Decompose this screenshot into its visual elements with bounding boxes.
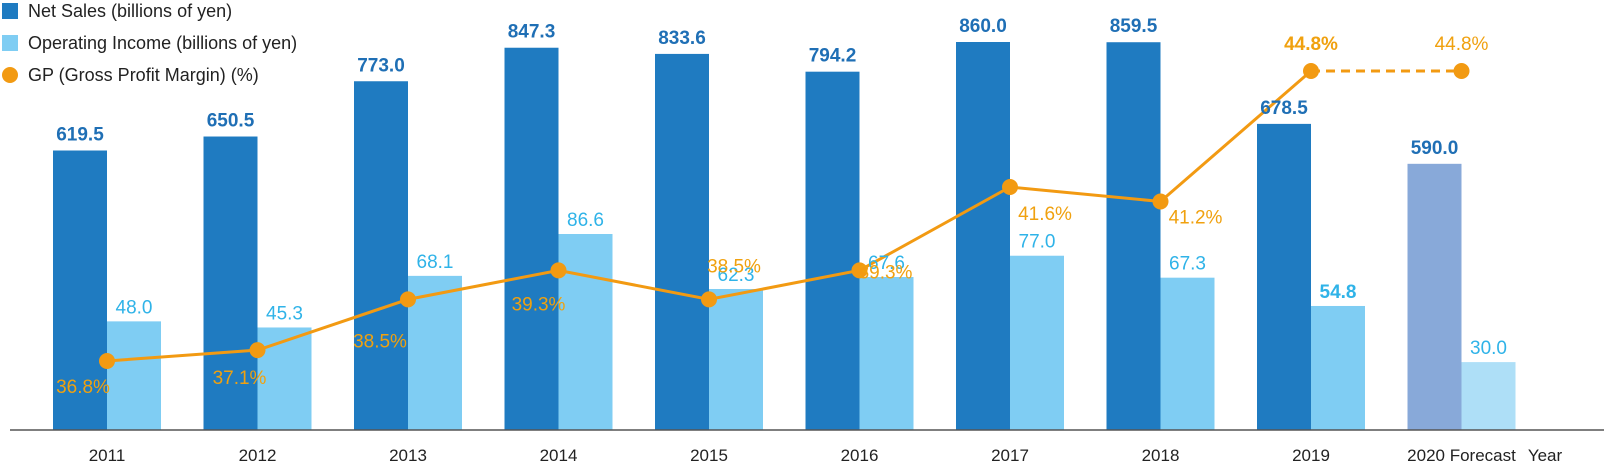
gp-value-label: 39.3%: [512, 294, 566, 315]
operating-income-bar: [1311, 305, 1365, 430]
gp-point: [1152, 193, 1169, 210]
net-sales-bar: [1407, 163, 1462, 430]
x-tick-label: 2015: [690, 446, 728, 465]
gp-value-label: 44.8%: [1284, 34, 1338, 55]
gp-point: [1002, 179, 1018, 195]
gp-point: [1453, 63, 1470, 79]
net-sales-bar: [1106, 42, 1161, 430]
gp-value-label: 37.1%: [213, 368, 267, 389]
operating-income-bar: [1160, 277, 1215, 430]
net-sales-value-label: 678.5: [1260, 98, 1308, 119]
x-tick-label: 2017: [991, 446, 1029, 465]
x-tick-label: 2018: [1142, 446, 1180, 465]
operating-income-bar: [1010, 255, 1064, 430]
net-sales-value-label: 650.5: [207, 111, 255, 132]
gp-value-label: 38.5%: [353, 331, 407, 352]
gp-point: [851, 262, 868, 279]
labels-layer: 619.5 48.0 650.5 45.3 773.0 68.1 847.3 86.6 833.…: [56, 16, 1507, 398]
net-sales-value-label: 794.2: [809, 46, 857, 67]
legend-swatch-net-sales: [2, 3, 18, 19]
operating-income-bar: [107, 321, 161, 430]
x-tick-label: 2012: [239, 446, 277, 465]
net-sales-value-label: 619.5: [56, 125, 104, 146]
x-tick-label: 2014: [540, 446, 578, 465]
legend-swatch-operating-income: [2, 35, 18, 51]
legend-label: Operating Income (billions of yen): [28, 33, 297, 53]
operating-income-value-label: 67.3: [1169, 254, 1206, 275]
x-tick-label: 2019: [1292, 446, 1330, 465]
operating-income-value-label: 30.0: [1470, 338, 1507, 359]
net-sales-bar: [53, 150, 107, 431]
net-sales-value-label: 859.5: [1110, 16, 1158, 37]
gp-value-label: 39.3%: [859, 262, 913, 283]
x-axis: 2011 2012 2013 2014 2015 2016 2017 2018 2019 2020…: [10, 429, 1604, 465]
bars-layer: [53, 42, 1516, 431]
operating-income-value-label: 77.0: [1019, 232, 1056, 253]
net-sales-value-label: 773.0: [357, 55, 405, 76]
operating-income-bar: [558, 234, 613, 430]
operating-income-value-label: 48.0: [116, 297, 153, 318]
net-sales-value-label: 590.0: [1411, 138, 1459, 159]
operating-income-bar: [1461, 362, 1516, 430]
x-tick-label: 2013: [389, 446, 427, 465]
x-tick-label: 2020 Forecast: [1407, 446, 1516, 465]
gp-point: [99, 353, 115, 369]
x-axis-unit-label: Year: [1528, 446, 1563, 465]
gp-line-layer: [99, 63, 1470, 369]
gp-value-label: 41.2%: [1169, 208, 1223, 229]
gp-point: [550, 262, 567, 279]
gp-point: [701, 291, 717, 308]
operating-income-bar: [257, 327, 312, 430]
net-sales-bar: [805, 71, 860, 430]
gp-value-label: 36.8%: [56, 377, 110, 398]
net-sales-bar: [956, 42, 1010, 430]
gp-value-label: 44.8%: [1435, 34, 1489, 55]
net-sales-bar: [354, 81, 408, 430]
net-sales-bar: [655, 53, 709, 430]
net-sales-bar: [504, 47, 559, 430]
gp-point: [249, 342, 266, 359]
net-sales-value-label: 833.6: [658, 28, 706, 49]
operating-income-value-label: 86.6: [567, 210, 604, 231]
net-sales-bar: [203, 136, 258, 430]
gp-value-label: 41.6%: [1018, 204, 1072, 225]
operating-income-value-label: 45.3: [266, 303, 303, 324]
operating-income-bar: [859, 277, 914, 430]
operating-income-value-label: 67.6: [868, 253, 905, 274]
operating-income-bar: [709, 288, 763, 430]
legend-label: GP (Gross Profit Margin) (%): [28, 65, 259, 85]
legend: Net Sales (billions of yen) Operating Inc…: [2, 1, 297, 85]
operating-income-value-label: 68.1: [417, 252, 454, 273]
x-tick-label: 2016: [841, 446, 879, 465]
net-sales-value-label: 847.3: [508, 22, 556, 43]
x-tick-label: 2011: [89, 446, 126, 465]
net-sales-value-label: 860.0: [959, 16, 1007, 37]
gp-point: [400, 291, 416, 308]
net-sales-bar: [1257, 123, 1311, 430]
legend-label: Net Sales (billions of yen): [28, 1, 232, 21]
operating-income-bar: [408, 275, 462, 430]
gp-value-label: 38.5%: [707, 256, 761, 277]
operating-income-value-label: 54.8: [1320, 282, 1357, 303]
legend-marker-gp: [2, 67, 18, 83]
gp-point: [1303, 63, 1319, 79]
operating-income-value-label: 62.3: [718, 265, 755, 286]
